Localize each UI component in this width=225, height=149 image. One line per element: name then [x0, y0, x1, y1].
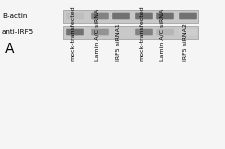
Text: IRF5 siRNA2: IRF5 siRNA2 [182, 23, 187, 61]
FancyBboxPatch shape [112, 13, 129, 19]
FancyBboxPatch shape [91, 29, 108, 35]
FancyBboxPatch shape [178, 13, 196, 19]
Text: A: A [5, 42, 14, 56]
FancyBboxPatch shape [112, 29, 129, 35]
FancyBboxPatch shape [63, 25, 197, 38]
Text: mock-transfected: mock-transfected [138, 5, 143, 61]
Text: Lamin A/C siRNA: Lamin A/C siRNA [159, 9, 164, 61]
Text: IRF5 siRNA1: IRF5 siRNA1 [115, 23, 120, 61]
FancyBboxPatch shape [135, 13, 152, 19]
FancyBboxPatch shape [155, 29, 173, 35]
FancyBboxPatch shape [66, 13, 83, 19]
Text: B-actin: B-actin [2, 13, 27, 19]
Text: Lamin A/C siRNA: Lamin A/C siRNA [94, 9, 99, 61]
FancyBboxPatch shape [178, 29, 196, 35]
Text: anti-IRF5: anti-IRF5 [2, 29, 34, 35]
FancyBboxPatch shape [135, 29, 152, 35]
FancyBboxPatch shape [63, 10, 197, 22]
Text: mock-transfected: mock-transfected [70, 5, 75, 61]
FancyBboxPatch shape [155, 13, 173, 19]
FancyBboxPatch shape [66, 29, 83, 35]
FancyBboxPatch shape [91, 13, 108, 19]
